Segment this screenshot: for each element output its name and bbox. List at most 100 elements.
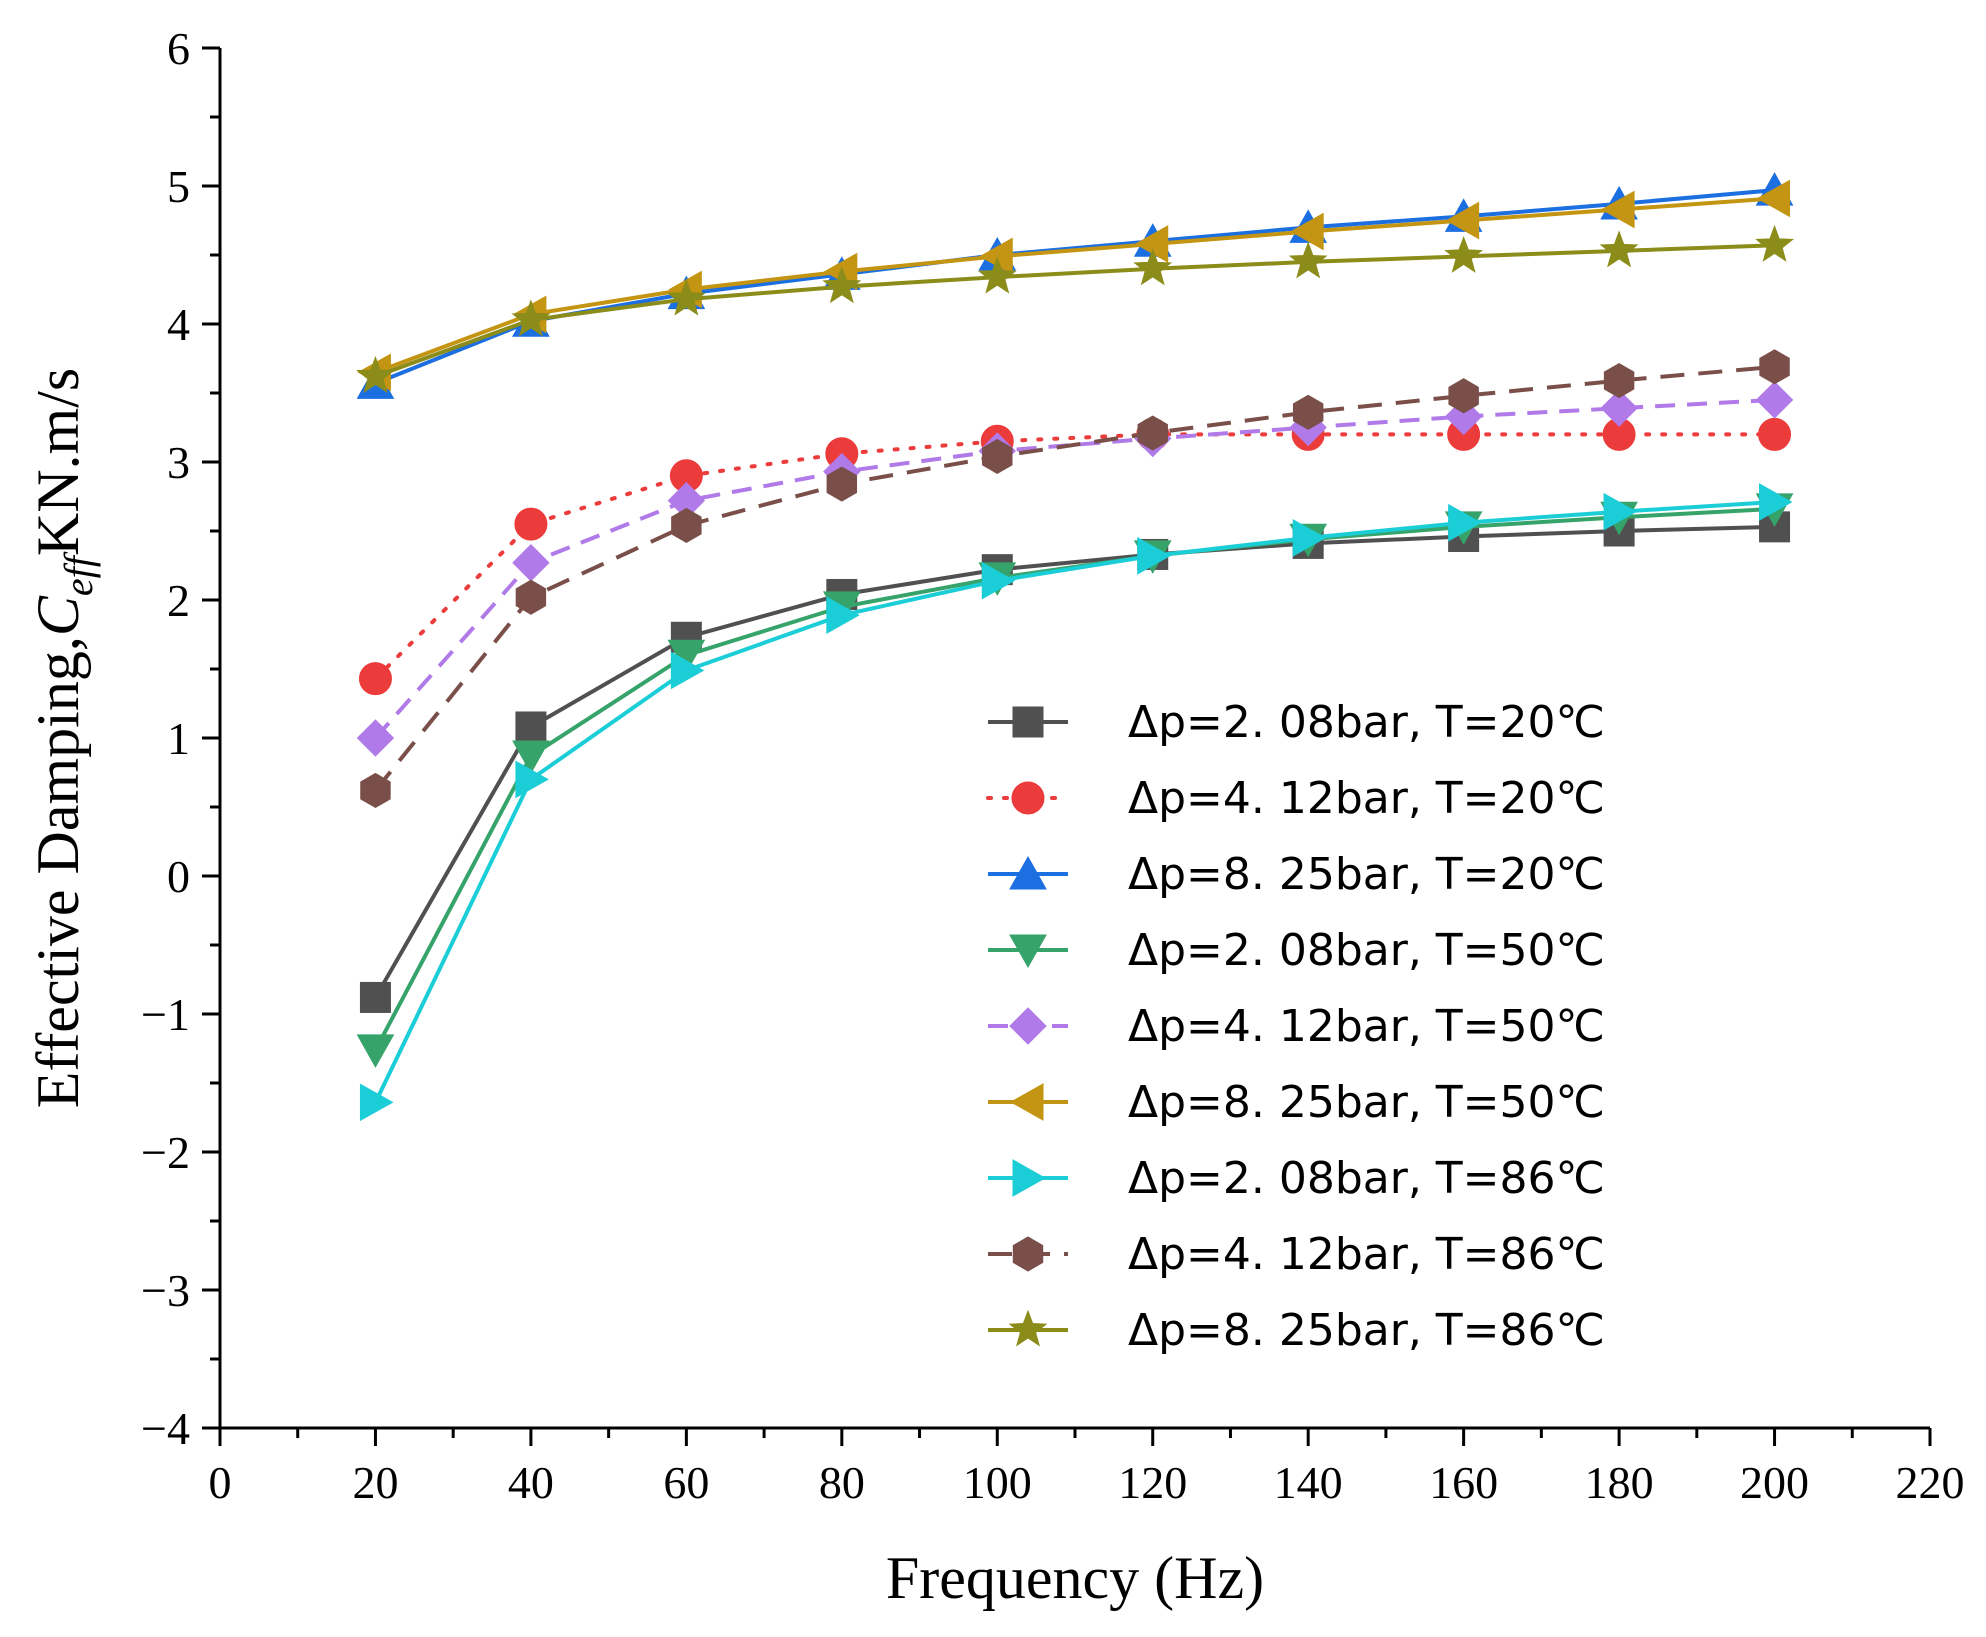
data-point [1137, 415, 1168, 451]
legend-marker [1009, 1083, 1044, 1121]
series-line [374, 196, 1775, 375]
x-tick-label: 160 [1429, 1457, 1498, 1508]
series-layer [356, 172, 1794, 1122]
y-tick-label: 0 [167, 851, 190, 902]
data-point [356, 356, 395, 393]
legend: Δp=2. 08bar, T=20℃ Δp=4. 12bar, T=20℃ Δp=8… [986, 697, 1605, 1356]
x-ticks: 0 20 40 60 80 100 120 140 160 180 200 220 [209, 1428, 1965, 1508]
data-point [826, 466, 858, 502]
y-tick-label: 5 [167, 161, 190, 212]
y-tick-label: 6 [167, 23, 190, 74]
data-point [671, 507, 702, 544]
y-axis-title-prefix: Effective Damping, [25, 636, 91, 1108]
series-line [373, 432, 1777, 681]
series-line [374, 243, 1775, 379]
legend-marker [1012, 1159, 1047, 1197]
data-point [822, 266, 862, 304]
y-ticks: −4 −3 −2 −1 0 1 2 3 4 5 6 [141, 23, 220, 1454]
y-tick-label: 4 [167, 299, 190, 350]
data-point [515, 711, 547, 743]
data-point [359, 1083, 394, 1122]
data-point [1292, 519, 1327, 557]
x-tick-label: 0 [209, 1457, 232, 1508]
data-point [670, 651, 705, 690]
x-tick-label: 140 [1274, 1457, 1343, 1508]
series-9 [356, 224, 1794, 393]
y-axis-title-subscript: eff [56, 551, 101, 596]
data-point [1759, 349, 1790, 385]
data-point [1133, 248, 1173, 286]
data-point [982, 438, 1013, 475]
y-tick-label: 2 [167, 575, 190, 626]
x-tick-label: 200 [1740, 1457, 1809, 1508]
x-tick-label: 80 [819, 1457, 865, 1508]
legend-label: Δp=2. 08bar, T=86℃ [1128, 1153, 1605, 1204]
data-point [1445, 201, 1480, 240]
y-axis-title: Effective Damping,CeffKN.m/s [25, 368, 101, 1108]
legend-entry: Δp=8. 25bar, T=50℃ [988, 1077, 1605, 1128]
series-line [374, 188, 1775, 386]
legend-label: Δp=8. 25bar, T=50℃ [1128, 1077, 1605, 1128]
data-point [1601, 190, 1635, 229]
series-2 [358, 417, 1792, 696]
legend-marker [1011, 781, 1045, 815]
data-point [1603, 363, 1635, 399]
legend-label: Δp=2. 08bar, T=20℃ [1128, 697, 1605, 748]
data-point [977, 256, 1017, 294]
legend-marker [1009, 934, 1047, 969]
y-axis-title-unit: KN.m/s [25, 368, 91, 556]
data-point [1137, 536, 1171, 575]
legend-marker [1009, 855, 1047, 890]
legend-entry: Δp=8. 25bar, T=86℃ [988, 1305, 1605, 1356]
y-tick-label: 3 [167, 437, 190, 488]
data-point [515, 760, 549, 799]
series-line [374, 397, 1775, 740]
axes: 0 20 40 60 80 100 120 140 160 180 200 220 −4−3−2−10… [141, 23, 1964, 1508]
data-point [1290, 212, 1324, 251]
legend-label: Δp=8. 25bar, T=86℃ [1128, 1305, 1605, 1356]
y-tick-label: −4 [141, 1403, 190, 1454]
series-7 [359, 483, 1793, 1122]
data-point [1288, 241, 1328, 279]
data-point [1292, 394, 1324, 430]
data-point [1758, 417, 1792, 451]
legend-marker [1012, 1236, 1044, 1272]
data-point [1755, 224, 1794, 262]
y-tick-label: 1 [167, 713, 190, 764]
legend-entry: Δp=4. 12bar, T=50℃ [988, 1001, 1605, 1052]
data-point [359, 981, 391, 1013]
data-point [512, 740, 550, 774]
data-point [358, 662, 392, 696]
data-point [981, 561, 1016, 600]
data-point [1755, 381, 1794, 419]
data-point [512, 544, 550, 582]
x-tick-label: 40 [508, 1457, 554, 1508]
legend-entry: Δp=8. 25bar, T=20℃ [988, 849, 1605, 900]
legend-entry: Δp=2. 08bar, T=20℃ [988, 697, 1605, 748]
x-tick-label: 220 [1896, 1457, 1965, 1508]
y-tick-label: −2 [141, 1127, 190, 1178]
legend-marker [1008, 1309, 1048, 1347]
data-point [1444, 235, 1484, 273]
legend-label: Δp=4. 12bar, T=20℃ [1128, 773, 1605, 824]
data-point [666, 278, 706, 316]
y-tick-label: −3 [141, 1265, 190, 1316]
series-8 [360, 349, 1790, 809]
series-line [373, 364, 1775, 792]
series-line [373, 500, 1775, 1104]
data-point [1603, 492, 1638, 531]
legend-label: Δp=4. 12bar, T=86℃ [1128, 1229, 1605, 1280]
data-point [1448, 378, 1479, 414]
legend-label: Δp=8. 25bar, T=20℃ [1128, 849, 1605, 900]
legend-entry: Δp=4. 12bar, T=86℃ [988, 1229, 1605, 1280]
data-point [511, 299, 551, 337]
data-point [356, 719, 395, 757]
x-tick-label: 120 [1118, 1457, 1187, 1508]
series-3 [356, 172, 1794, 399]
data-point [360, 772, 391, 809]
legend-label: Δp=2. 08bar, T=50℃ [1128, 925, 1605, 976]
data-point [1600, 389, 1638, 427]
series-6 [357, 179, 1791, 392]
